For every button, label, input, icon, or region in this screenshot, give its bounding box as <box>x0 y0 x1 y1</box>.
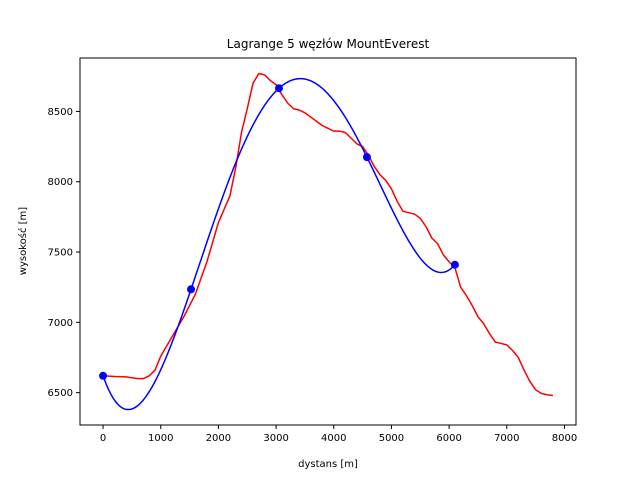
interpolation-node-point <box>450 260 459 269</box>
y-tick-label: 7500 <box>48 248 73 259</box>
interpolation-node-point <box>274 84 283 93</box>
x-axis: 0 1000 2000 3000 4000 5000 6000 7000 8000 <box>100 425 577 444</box>
series-profile-line <box>103 72 554 397</box>
y-tick-label: 7000 <box>48 318 73 329</box>
x-tick-label: 1000 <box>148 433 173 444</box>
x-tick-label: 0 <box>100 433 106 444</box>
interpolation-node-point <box>187 285 196 294</box>
x-tick-label: 5000 <box>379 433 404 444</box>
y-tick-label: 8500 <box>48 107 73 118</box>
y-tick-label: 6500 <box>48 388 73 399</box>
y-axis-label: wysokość [m] <box>17 207 29 276</box>
x-tick-label: 6000 <box>436 433 461 444</box>
interpolation-node-point <box>362 153 371 162</box>
x-tick-label: 2000 <box>206 433 231 444</box>
plot-frame <box>79 57 577 426</box>
x-tick-label: 3000 <box>263 433 288 444</box>
x-tick-label: 7000 <box>494 433 519 444</box>
y-axis: 6500 7000 7500 8000 8500 <box>48 107 80 399</box>
y-tick-label: 8000 <box>48 177 73 188</box>
chart-title: Lagrange 5 węzłów MountEverest <box>227 37 430 51</box>
interpolation-node-point <box>99 371 108 380</box>
x-tick-label: 4000 <box>321 433 346 444</box>
x-axis-label: dystans [m] <box>298 459 358 470</box>
x-tick-label: 8000 <box>552 433 577 444</box>
